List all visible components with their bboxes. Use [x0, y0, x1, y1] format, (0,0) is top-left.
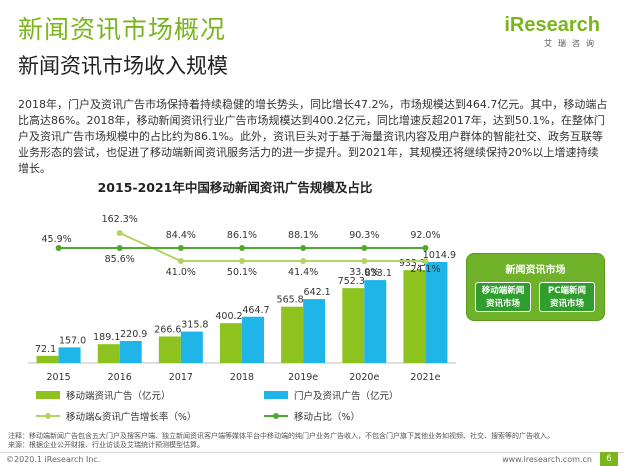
market-sub-mobile-line2: 资讯市场 [485, 299, 520, 309]
bar-portal-ad [119, 341, 142, 363]
page-number: 6 [600, 452, 618, 466]
market-sub-pc-line2: 资讯市场 [549, 299, 584, 309]
logo-subtext: 艾瑞咨询 [544, 39, 600, 48]
point-mobile-share [116, 245, 123, 251]
footer-divider [0, 452, 624, 453]
bar-portal-ad [425, 262, 448, 363]
bar-portal-ad [303, 299, 326, 363]
bar-portal-label: 464.7 [242, 305, 269, 316]
x-tick-label: 2020e [349, 372, 379, 383]
bar-mobile-label: 266.6 [154, 324, 181, 335]
iresearch-logo: iResearch 艾瑞咨询 [504, 14, 600, 49]
chart-note: 注释：移动端新闻广告包含五大门户及搜客户端、独立新闻资讯客户端等媒体平台中移动端… [8, 432, 618, 450]
logo-text: iResearch [504, 14, 600, 36]
page-title: 新闻资讯市场概况 [18, 15, 227, 44]
bar-mobile-ad [281, 306, 304, 363]
bar-mobile-label: 400.2 [215, 311, 242, 322]
share-label: 84.4% [166, 230, 196, 241]
bar-mobile-ad [36, 355, 59, 363]
bar-mobile-ad [220, 323, 242, 363]
chart-title: 2015-2021年中国移动新闻资讯广告规模及占比 [97, 180, 373, 195]
bar-mobile-ad [97, 344, 120, 363]
bar-portal-ad [364, 280, 387, 363]
x-tick-label: 2021e [410, 372, 440, 383]
point-mobile-share [55, 245, 62, 251]
legend-swatch-portal [264, 391, 288, 399]
point-growth-rate [116, 230, 123, 236]
growth-label: 50.1% [227, 267, 257, 278]
market-sub-mobile: 移动端新闻 资讯市场 [475, 282, 531, 312]
bar-mobile-ad [158, 336, 181, 363]
bar-mobile-label: 933.3 [399, 258, 426, 269]
point-growth-rate [361, 258, 368, 264]
bar-portal-label: 315.8 [181, 320, 208, 331]
legend-label-portal: 门户及资讯广告（亿元） [294, 390, 399, 402]
bar-mobile-label: 752.3 [338, 276, 365, 287]
growth-label: 41.0% [166, 267, 196, 278]
x-tick-label: 2016 [108, 372, 132, 383]
note-line-2: 来源：根据企业公开财报、行业访谈及艾瑞统计预测模型估算。 [8, 441, 204, 449]
point-growth-rate [177, 258, 184, 264]
point-mobile-share [177, 245, 184, 251]
legend-marker-share [273, 413, 279, 419]
point-mobile-share [300, 245, 307, 251]
share-label: 90.3% [349, 230, 379, 241]
body-paragraph: 2018年，门户及资讯广告市场保持着持续稳健的增长势头，同比增长47.2%，市场… [18, 98, 608, 175]
legend-label-growth: 移动端&资讯广告增长率（%） [66, 411, 196, 423]
growth-label: 33.0% [349, 267, 379, 278]
bar-portal-ad [242, 316, 264, 363]
market-title: 新闻资讯市场 [505, 265, 566, 276]
growth-label: 162.3% [102, 214, 138, 225]
bar-portal-label: 1014.9 [423, 250, 456, 261]
x-tick-label: 2017 [169, 372, 193, 383]
growth-label: 24.1% [410, 264, 440, 275]
market-sub-mobile-line1: 移动端新闻 [481, 286, 525, 296]
market-sub-pc: PC端新闻 资讯市场 [539, 282, 595, 312]
bar-mobile-label: 565.8 [277, 295, 304, 306]
point-mobile-share [422, 245, 429, 251]
share-label: 86.1% [227, 230, 257, 241]
point-growth-rate [422, 258, 429, 264]
legend-marker-growth [45, 413, 51, 419]
growth-label: 41.4% [288, 267, 318, 278]
bar-portal-label: 642.1 [304, 287, 331, 298]
note-line-1: 注释：移动端新闻广告包含五大门户及搜客户端、独立新闻资讯客户端等媒体平台中移动端… [8, 432, 554, 440]
market-sub-pc-line1: PC端新闻 [548, 286, 586, 296]
legend-swatch-mobile [36, 391, 60, 399]
bar-mobile-label: 189.1 [93, 332, 120, 343]
share-label: 92.0% [410, 230, 440, 241]
line-growth-rate [119, 232, 426, 262]
footer-copyright: ©2020.1 iResearch Inc. [6, 455, 101, 464]
bar-mobile-ad [403, 270, 426, 363]
bar-mobile-label: 72.1 [35, 344, 56, 355]
bar-portal-label: 833.1 [365, 268, 392, 279]
bar-portal-label: 157.0 [59, 335, 86, 346]
bar-mobile-ad [342, 288, 365, 363]
bar-portal-ad [58, 347, 81, 363]
point-mobile-share [361, 245, 368, 251]
legend-label-mobile: 移动端资讯广告（亿元） [66, 390, 171, 402]
market-diagram: 新闻资讯市场 移动端新闻 资讯市场 PC端新闻 资讯市场 [466, 253, 605, 321]
share-label: 45.9% [41, 234, 71, 245]
point-growth-rate [239, 258, 245, 264]
legend-label-share: 移动占比（%） [294, 411, 360, 423]
share-label: 85.6% [105, 254, 135, 265]
x-tick-label: 2015 [46, 372, 70, 383]
page-subtitle: 新闻资讯市场收入规模 [18, 54, 228, 78]
bar-portal-ad [180, 331, 203, 363]
x-tick-label: 2018 [230, 372, 254, 383]
x-tick-label: 2019e [288, 372, 318, 383]
bar-portal-label: 220.9 [120, 329, 147, 340]
share-label: 88.1% [288, 230, 318, 241]
point-mobile-share [239, 245, 245, 251]
footer-url[interactable]: www.iresearch.com.cn [502, 455, 592, 464]
point-growth-rate [300, 258, 307, 264]
